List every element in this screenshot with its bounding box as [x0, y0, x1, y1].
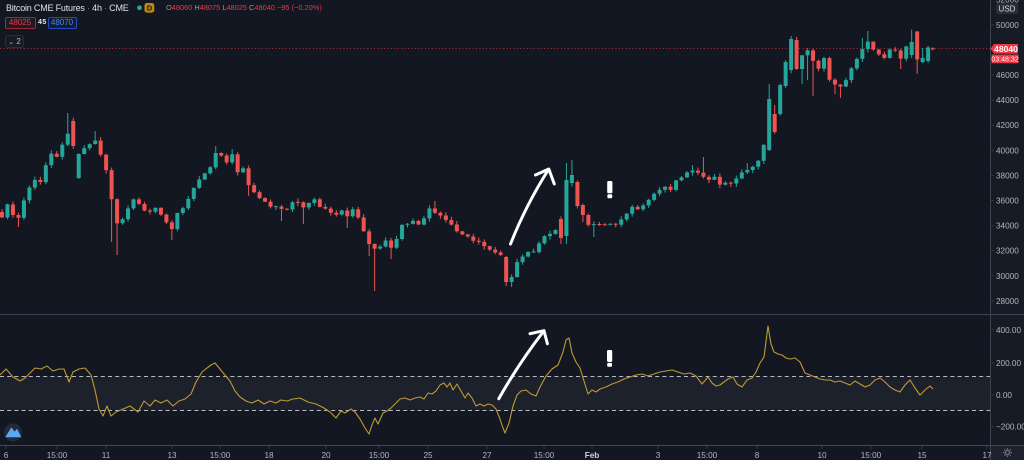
svg-text:42000: 42000	[996, 121, 1019, 130]
svg-text:30000: 30000	[996, 272, 1019, 281]
svg-text:10: 10	[817, 451, 827, 460]
svg-text:15:00: 15:00	[861, 451, 882, 460]
svg-text:15:00: 15:00	[47, 451, 68, 460]
svg-text:USD: USD	[999, 4, 1016, 13]
svg-text:−200.00: −200.00	[996, 423, 1024, 432]
svg-text:18: 18	[264, 451, 274, 460]
svg-text:15:00: 15:00	[210, 451, 231, 460]
svg-text:46000: 46000	[996, 71, 1019, 80]
svg-text:11: 11	[102, 451, 111, 460]
svg-text:50000: 50000	[996, 21, 1019, 30]
svg-text:15:00: 15:00	[534, 451, 555, 460]
svg-text:3: 3	[656, 451, 661, 460]
svg-text:8: 8	[755, 451, 760, 460]
svg-text:13: 13	[167, 451, 177, 460]
svg-text:Feb: Feb	[585, 451, 600, 460]
svg-text:28000: 28000	[996, 297, 1019, 306]
svg-text:48040: 48040	[994, 44, 1018, 54]
svg-text:27: 27	[482, 451, 492, 460]
svg-text:52000: 52000	[996, 0, 1019, 5]
svg-text:44000: 44000	[996, 96, 1019, 105]
svg-text:03:48:32: 03:48:32	[991, 56, 1018, 63]
svg-text:38000: 38000	[996, 171, 1019, 180]
svg-text:D: D	[147, 4, 153, 13]
svg-text:25: 25	[423, 451, 433, 460]
svg-text:20: 20	[321, 451, 331, 460]
svg-text:15:00: 15:00	[697, 451, 718, 460]
svg-text:32000: 32000	[996, 247, 1019, 256]
svg-text:400.00: 400.00	[996, 326, 1021, 335]
svg-text:200.00: 200.00	[996, 359, 1021, 368]
svg-text:34000: 34000	[996, 222, 1019, 231]
svg-text:0.00: 0.00	[996, 391, 1012, 400]
svg-text:15: 15	[917, 451, 927, 460]
svg-text:36000: 36000	[996, 197, 1019, 206]
svg-text:15:00: 15:00	[369, 451, 390, 460]
svg-text:40000: 40000	[996, 146, 1019, 155]
svg-text:6: 6	[4, 451, 9, 460]
svg-text:17: 17	[982, 451, 992, 460]
